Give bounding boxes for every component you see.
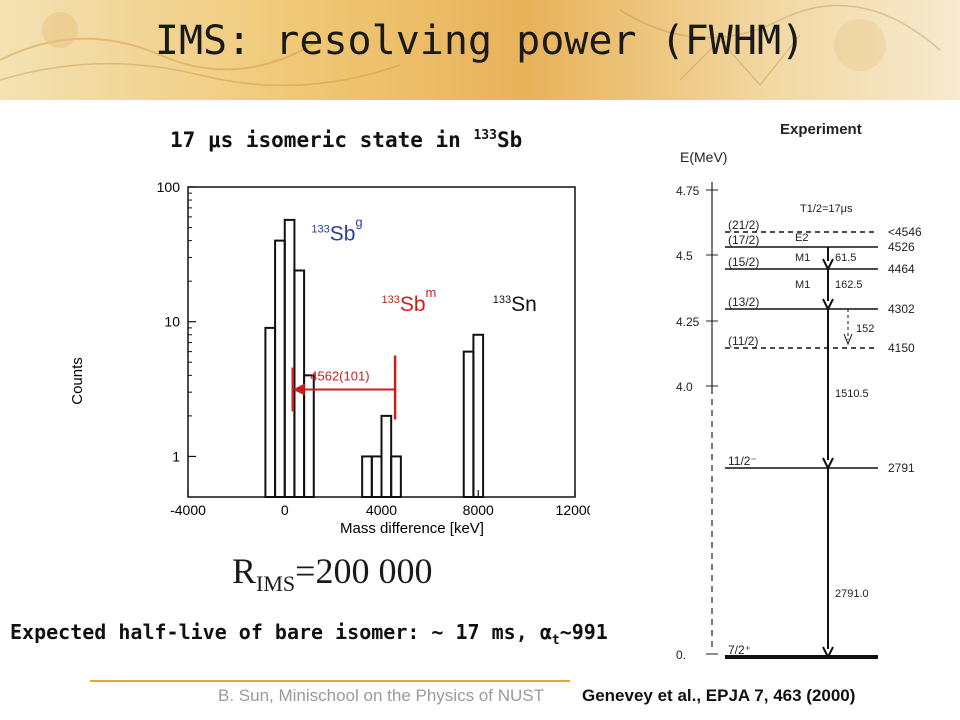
transition-label: 61.5	[835, 252, 856, 264]
annotation-label: 4562(101)	[310, 368, 369, 383]
transition-label: M1	[795, 252, 810, 264]
level-energy-label: 4150	[888, 341, 915, 355]
y-tick-label: 100	[157, 179, 181, 195]
histogram-bar	[293, 269, 306, 498]
transition-label: 152	[856, 323, 874, 335]
level-scheme: Experiment E(MeV) 4.75 4.5 4.25 4.0 0. (21/2…	[676, 121, 922, 662]
level-energy-label: 2791	[888, 461, 915, 475]
histogram-bar	[264, 326, 277, 498]
gamma-arrow-head-dashed	[843, 333, 853, 346]
y-tick-label: 1	[172, 448, 180, 464]
level-energy-label: <4546	[888, 225, 922, 239]
histogram-x-axis-label: Mass difference [keV]	[340, 520, 484, 537]
level-scheme-title: Experiment	[780, 121, 862, 138]
histogram-bar	[380, 414, 393, 499]
annotation-arrow-head	[292, 383, 305, 396]
peak-label: 133Sbm	[382, 285, 437, 316]
histogram-bar	[274, 239, 286, 498]
level-spin-label: (17/2)	[728, 233, 759, 247]
histogram-y-axis-label: Counts	[69, 357, 86, 405]
y-tick-label: 10	[164, 314, 180, 330]
slide-title: IMS: resolving power (FWHM)	[154, 18, 806, 64]
peak-label: 133Sbg	[311, 215, 362, 246]
level-spin-label: (11/2)	[728, 334, 758, 348]
footer-divider	[90, 680, 570, 682]
level-scheme-axis-label: E(MeV)	[680, 149, 727, 165]
transition-label: 162.5	[835, 279, 863, 291]
x-tick-label: 4000	[366, 502, 397, 518]
level-spin-label: 7/2⁺	[728, 643, 751, 657]
histogram-bar	[370, 455, 383, 498]
level-energy-label: 4302	[888, 302, 915, 316]
level-spin-label: (13/2)	[728, 295, 759, 309]
energy-tick-label: 4.5	[676, 249, 693, 263]
half-life-label: T1/2=17μs	[800, 203, 853, 215]
x-tick-label: 0	[281, 502, 289, 518]
level-spin-label: (15/2)	[728, 255, 759, 269]
histogram-title: 17 μs isomeric state in 133Sb	[170, 128, 523, 152]
level-spin-label: (21/2)	[728, 218, 759, 232]
x-tick-label: 12000	[556, 502, 590, 518]
expected-half-life: Expected half-live of bare isomer: ~ 17 …	[10, 620, 608, 648]
energy-tick-label: 0.	[676, 648, 686, 662]
histogram-bar	[361, 455, 373, 498]
mass-histogram: -4000 0 4000 8000 12000 1 10 100 133Sbg 133Sbm 13…	[69, 179, 590, 537]
energy-tick-label: 4.25	[676, 315, 700, 329]
histogram-bar	[303, 374, 315, 498]
banner-decoration	[0, 4, 941, 87]
histogram-bar	[472, 333, 485, 498]
transition-label: 1510.5	[835, 388, 869, 400]
footer-author: B. Sun, Minischool on the Physics of NUS…	[218, 686, 544, 705]
histogram-bar	[390, 455, 402, 498]
gamma-arrow-head	[822, 646, 834, 660]
level-energy-label: 4464	[888, 262, 915, 276]
x-tick-label: -4000	[170, 502, 206, 518]
peak-label: 133Sn	[493, 293, 537, 316]
level-spin-label: 11/2⁻	[728, 454, 757, 468]
energy-tick-label: 4.0	[676, 380, 693, 394]
transition-label: E2	[795, 232, 808, 244]
x-tick-label: 8000	[463, 502, 494, 518]
transition-label: 2791.0	[835, 588, 869, 600]
level-energy-label: 4526	[888, 240, 915, 254]
energy-tick-label: 4.75	[676, 184, 700, 198]
histogram-bar	[283, 218, 296, 498]
title-banner	[0, 0, 960, 100]
resolving-power: RIMS=200 000	[232, 551, 433, 597]
footer-reference: Genevey et al., EPJA 7, 463 (2000)	[578, 686, 856, 706]
histogram-bar	[462, 350, 475, 498]
transition-label: M1	[795, 279, 810, 291]
